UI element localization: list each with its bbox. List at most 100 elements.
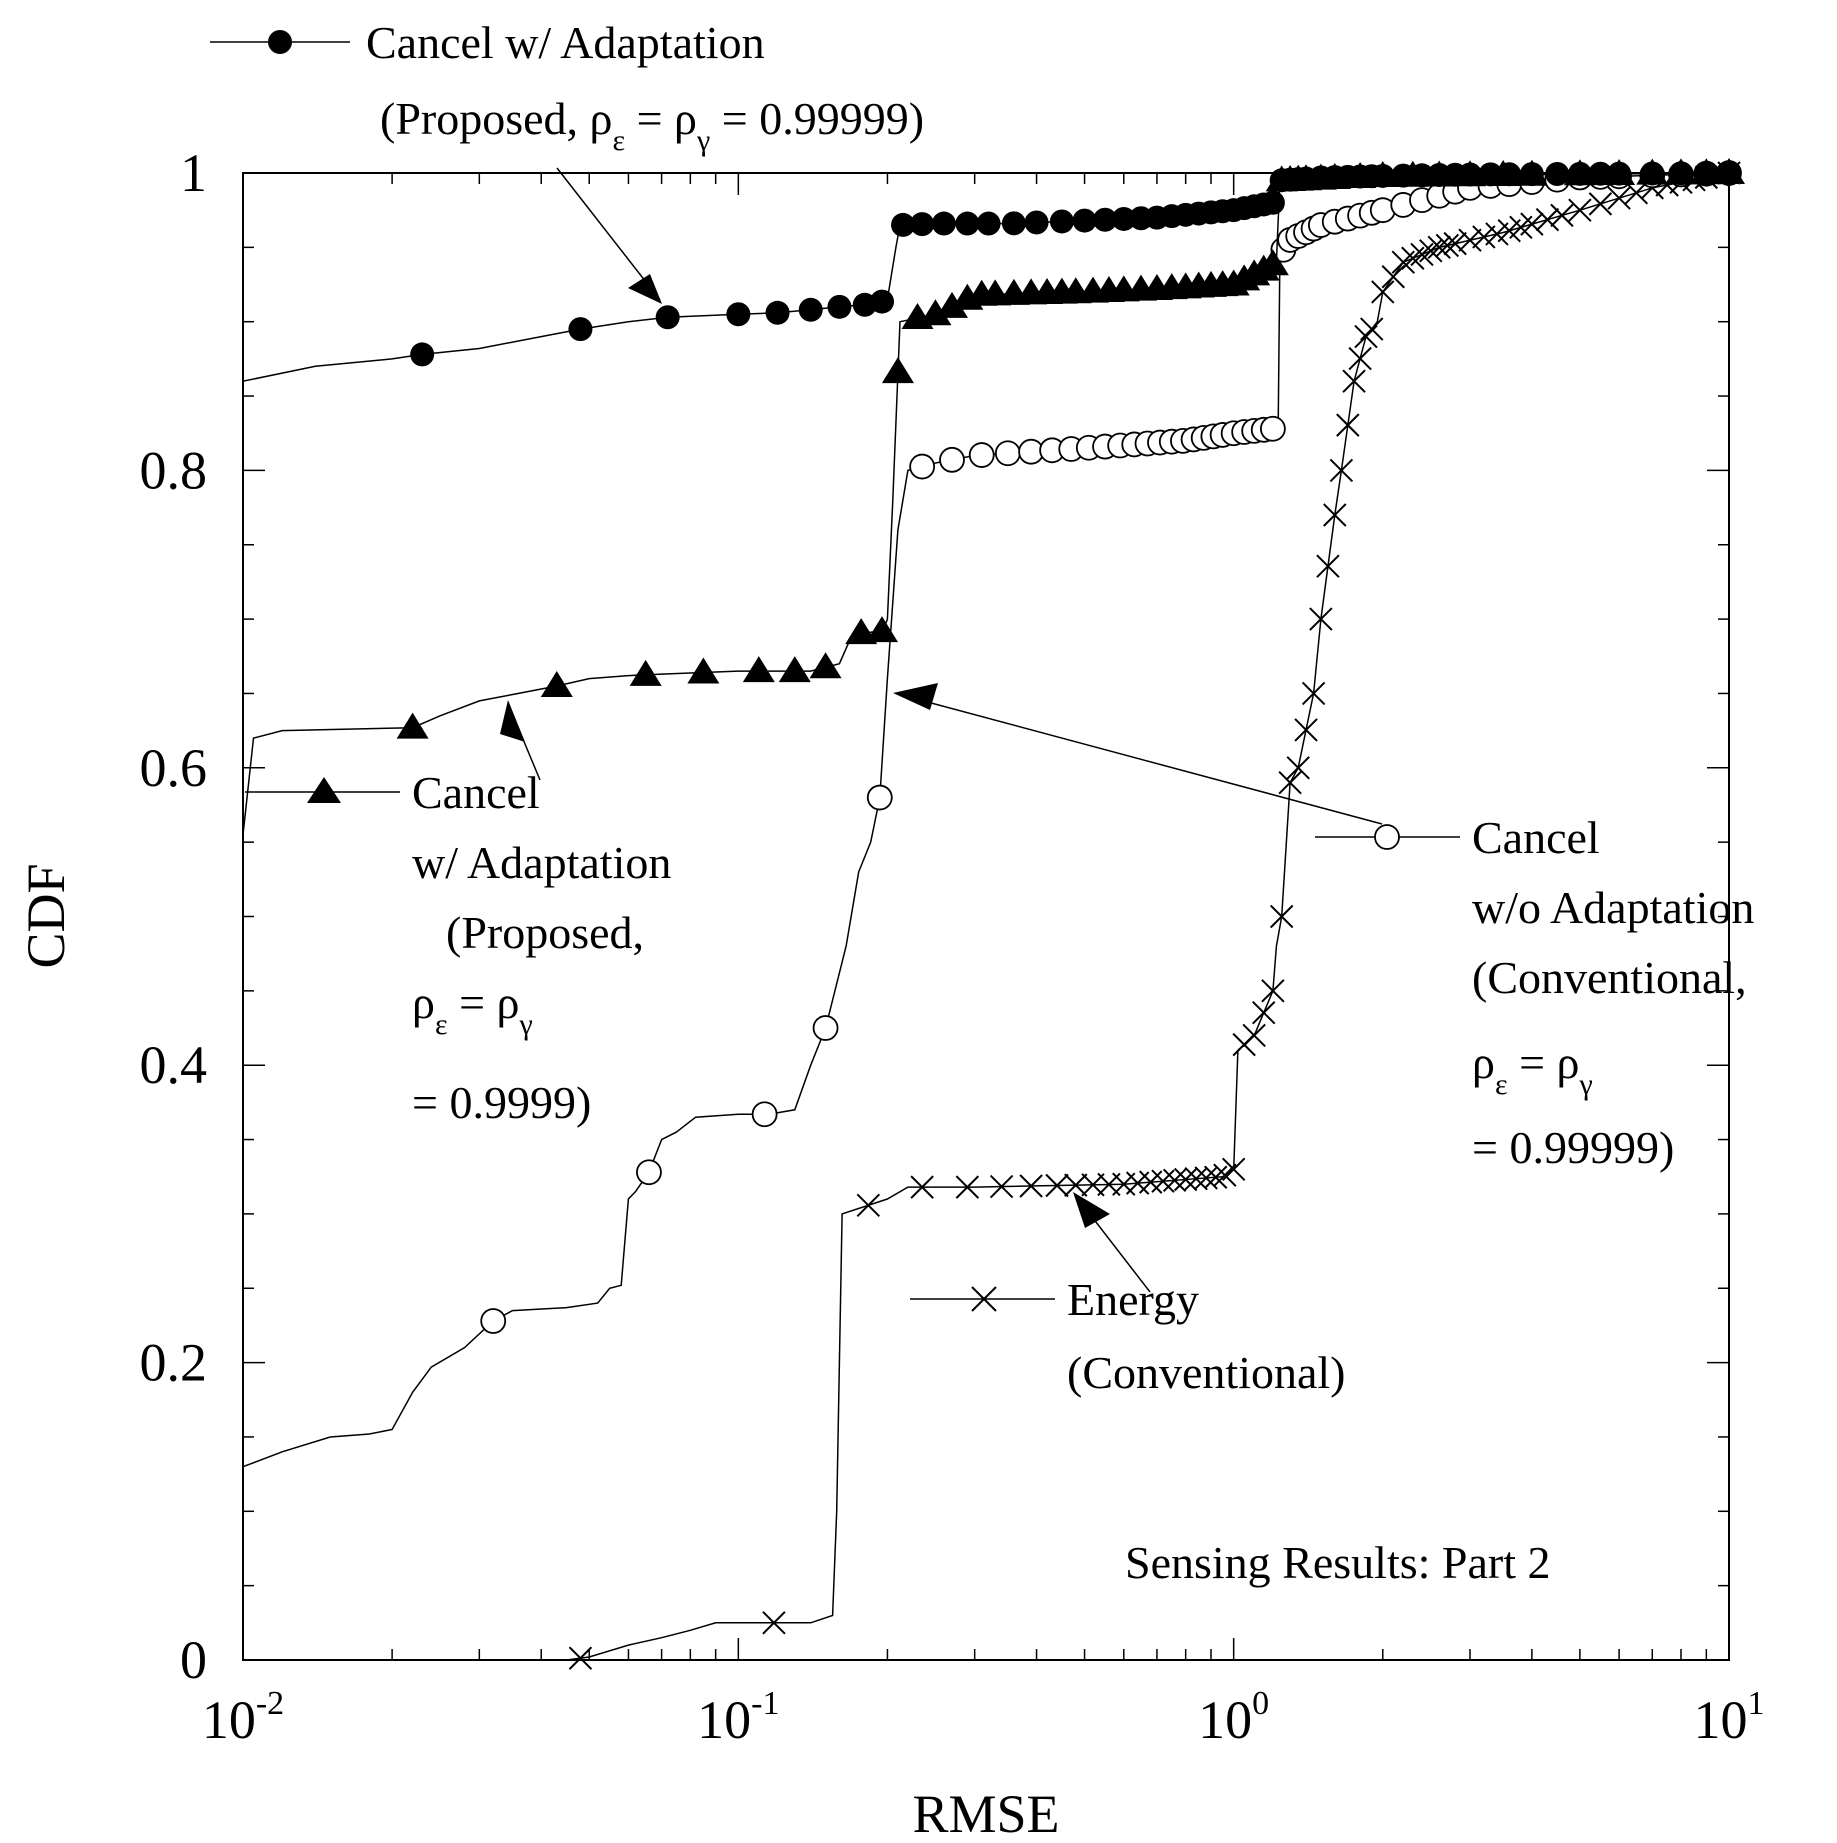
data-point-filled-circle [910,212,935,237]
data-point-filled-circle [1370,163,1395,188]
data-point-open-circle [968,442,995,468]
data-point-triangle [809,652,842,679]
legend-series-2-line4: ρε = ργ [412,977,533,1041]
legend-series-1-line2: (Proposed, ρε = ργ = 0.99999) [380,93,924,157]
data-point-x [1371,280,1395,304]
data-point-filled-circle [955,211,980,236]
data-point-open-circle [866,784,893,811]
data-point-x [1410,242,1434,267]
x-tick-label-base: 10 [1694,1690,1748,1750]
plot-frame [242,172,1730,1661]
x-tick-label: 10-1 [697,1685,779,1750]
data-point-x [1252,1000,1276,1025]
data-point-x [1624,181,1649,205]
legend-series-2-line1: Cancel [412,767,540,818]
legend-series-4: Energy (Conventional) [910,1192,1346,1398]
data-point-x [1568,198,1592,222]
data-point-open-circle [909,453,936,480]
data-point-x [568,1646,593,1670]
legend-series-3-marker [1374,824,1400,850]
legend-series-1-leader [556,167,661,301]
data-point-open-circle [939,446,965,473]
data-point-x [1354,324,1378,349]
data-point-x [989,1174,1014,1199]
data-point-triangle [881,357,914,384]
y-tick-label: 0 [180,1630,207,1690]
legend-series-1-text-a: (Proposed, ρ [380,93,613,144]
data-point-x [1173,1167,1198,1192]
legend-series-3-text-b: = ρ [1508,1037,1580,1088]
legend-series-2-arrowhead [500,700,525,742]
data-point-x [1588,192,1613,216]
legend-series-3-line1: Cancel [1472,812,1600,863]
legend-series-1: Cancel w/ Adaptation (Proposed, ρε = ργ … [210,17,924,304]
data-point-filled-circle [1093,207,1118,232]
data-point-triangle [540,671,573,698]
axis-ticks [242,172,1730,1661]
data-point-x [1151,1169,1175,1193]
data-point-x [856,1193,881,1218]
data-point-filled-circle [1001,211,1026,236]
legend-series-2-rho-a: ρ [412,977,435,1028]
data-point-x [1184,1167,1208,1191]
data-point-x [1419,239,1443,263]
data-point-x [1204,1165,1228,1189]
data-point-x [1294,718,1318,742]
data-point-triangle [865,616,898,643]
data-point-filled-circle [765,300,790,325]
x-tick-label: 10-2 [202,1685,284,1750]
x-tick-label: 101 [1694,1685,1765,1750]
data-point-triangle [629,659,662,686]
y-axis-title: CDF [16,863,76,968]
x-tick-label-base: 10 [1198,1690,1252,1750]
data-point-triangle [687,657,720,684]
data-point-x [1336,413,1360,437]
legend-series-3: Cancel w/o Adaptation (Conventional, ρε … [893,683,1754,1173]
data-point-x [1435,233,1460,258]
data-point-x [1162,1168,1187,1193]
data-point-filled-circle [1607,161,1632,186]
legend-series-2-sub-eps: ε [435,1008,448,1041]
legend-series-3-sub-gamma: γ [1578,1068,1592,1101]
legend-series-3-line2: w/o Adaptation [1472,882,1754,933]
data-point-filled-circle [1391,163,1416,188]
data-point-filled-circle [410,342,435,367]
legend-series-1-line1: Cancel w/ Adaptation [366,17,765,68]
x-tick-label-exponent: -1 [751,1685,779,1722]
legend-series-4-line1: Energy [1067,1274,1199,1325]
data-point-triangle [936,291,969,318]
data-point-x [1391,250,1415,274]
data-point-filled-circle [1567,161,1592,186]
legend-series-1-sub-gamma: γ [696,124,710,157]
data-point-filled-circle [827,294,852,319]
data-point-x [1261,979,1285,1003]
data-point-filled-circle [976,211,1001,236]
y-tick-label: 0.4 [140,1035,208,1095]
data-point-triangle [1256,249,1289,276]
legend-series-4-marker [971,1286,997,1312]
data-point-x [1278,770,1302,795]
data-point-open-circle [480,1308,507,1334]
data-point-x [1309,607,1333,631]
data-point-filled-circle [1694,161,1719,186]
data-point-x [955,1175,980,1199]
data-point-filled-circle [869,289,894,314]
data-point-x [1348,346,1372,371]
data-point-filled-circle [1458,162,1483,187]
legend-series-3-line5: = 0.99999) [1472,1122,1674,1173]
legend-series-1-arrowhead [628,274,662,304]
data-point-filled-circle [1409,163,1434,188]
data-point-x [910,1175,934,1199]
data-point-x [1427,235,1451,260]
data-point-x [1458,228,1482,252]
x-tick-label-exponent: 1 [1748,1685,1765,1722]
legend-series-1-text-b: = ρ [625,93,697,144]
data-point-x [1323,503,1347,527]
data-point-x [1360,317,1384,341]
data-point-filled-circle [1545,161,1570,186]
legend-series-2-line3: (Proposed, [446,907,644,958]
y-tick-label: 0.8 [140,440,208,500]
data-point-filled-circle [1668,161,1693,186]
